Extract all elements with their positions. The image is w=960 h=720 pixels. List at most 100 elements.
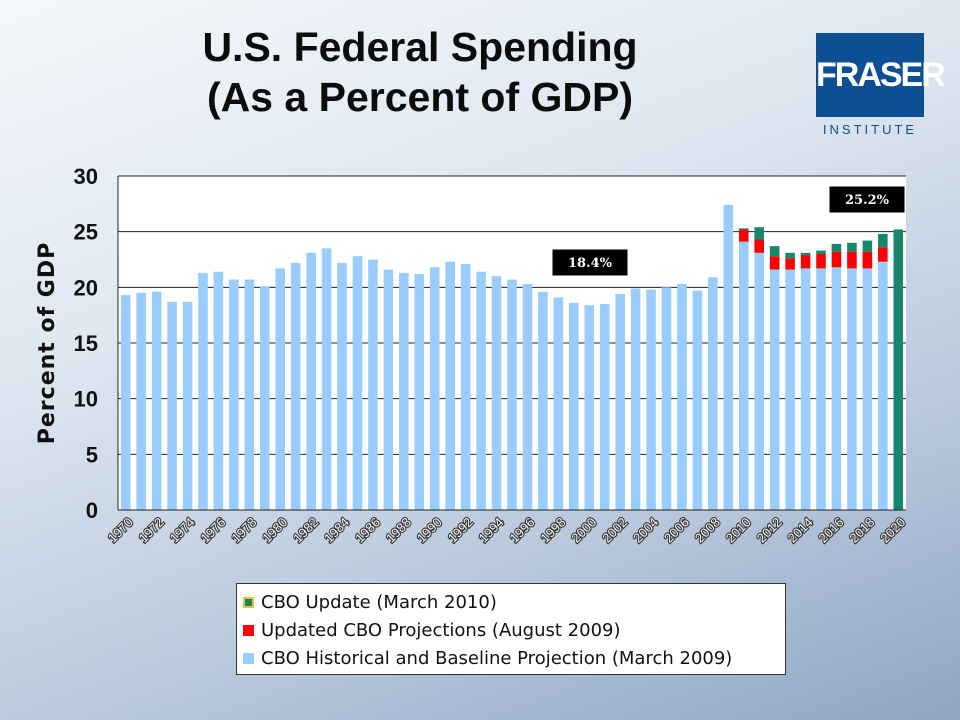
x-tick-label: 2000 <box>568 515 599 546</box>
bar <box>831 251 842 268</box>
bar <box>337 262 347 510</box>
bar <box>383 269 394 510</box>
legend-swatch <box>243 652 254 664</box>
bar <box>847 268 857 510</box>
bar <box>244 279 255 510</box>
bar <box>213 271 224 510</box>
bar <box>754 252 765 510</box>
bar <box>677 283 687 510</box>
legend-label: CBO Historical and Baseline Projection (… <box>261 647 733 669</box>
bar <box>785 269 795 510</box>
x-tick-label: 2020 <box>877 515 908 546</box>
bar <box>831 267 842 510</box>
legend-swatch <box>243 624 254 636</box>
x-tick-label: 1976 <box>197 515 228 546</box>
x-tick-label: 1984 <box>321 515 352 546</box>
bar <box>816 268 826 510</box>
bar <box>723 204 734 511</box>
bar <box>414 273 425 510</box>
bar <box>275 268 286 510</box>
bar <box>800 252 811 256</box>
bar <box>584 305 595 510</box>
bar <box>862 240 873 252</box>
bar <box>708 277 718 510</box>
bar <box>800 268 811 510</box>
bar <box>800 255 811 269</box>
x-tick-label: 1986 <box>352 515 383 546</box>
title-line-1: U.S. Federal Spending <box>202 24 638 70</box>
annotation-label: 25.2% <box>845 193 890 208</box>
bar <box>630 288 641 510</box>
bar <box>399 272 409 510</box>
y-tick-label: 30 <box>74 164 98 189</box>
x-tick-label: 2010 <box>723 515 754 546</box>
x-tick-label: 1994 <box>476 515 507 546</box>
y-axis-label: Percent of GDP <box>35 242 60 444</box>
x-tick-label: 1974 <box>167 515 198 546</box>
bar <box>182 301 193 510</box>
bar <box>862 268 873 510</box>
bar <box>878 233 888 248</box>
x-tick-label: 2016 <box>816 515 847 546</box>
x-tick-label: 1988 <box>383 515 414 546</box>
bar <box>862 251 873 269</box>
x-tick-label: 1990 <box>414 515 445 546</box>
bar <box>785 252 795 259</box>
bar <box>491 276 502 510</box>
bar <box>754 239 765 253</box>
bar <box>847 251 857 269</box>
bar <box>259 286 270 510</box>
annotation-box <box>551 248 629 277</box>
bar <box>816 253 826 269</box>
chart-legend: CBO Update (March 2010) Updated CBO Proj… <box>236 583 786 675</box>
x-tick-label: 1978 <box>228 515 259 546</box>
x-tick-label: 1970 <box>105 515 136 546</box>
bar <box>290 262 301 510</box>
bar <box>754 227 765 240</box>
x-tick-label: 1982 <box>290 515 321 546</box>
bar-series <box>120 204 904 511</box>
bar <box>769 256 780 270</box>
x-tick-label: 2014 <box>785 515 816 546</box>
bar <box>368 259 378 510</box>
bar <box>847 242 857 252</box>
bar <box>692 290 703 510</box>
bar <box>476 271 486 510</box>
bar <box>769 269 780 510</box>
bar <box>893 229 904 510</box>
legend-item-updated-projections: Updated CBO Projections (August 2009) <box>243 616 779 644</box>
x-tick-label: 2012 <box>754 515 785 546</box>
bar <box>661 287 672 510</box>
bar <box>615 294 625 510</box>
x-tick-label: 2018 <box>846 515 877 546</box>
y-tick-labels: 0 5 10 15 20 25 30 <box>74 164 98 523</box>
bar <box>522 283 533 510</box>
x-tick-label: 1996 <box>507 515 538 546</box>
bar <box>352 256 363 510</box>
bar <box>816 250 826 254</box>
bar <box>229 279 239 510</box>
y-tick-label: 0 <box>86 498 98 523</box>
annotation-label: 18.4% <box>568 256 613 271</box>
bar <box>831 243 842 252</box>
bar <box>306 252 316 510</box>
legend-item-cbo-update: CBO Update (March 2010) <box>243 588 779 616</box>
bar <box>769 246 780 257</box>
bar <box>120 295 131 510</box>
slide-title: U.S. Federal Spending (As a Percent of G… <box>140 22 700 122</box>
bar <box>646 289 656 510</box>
x-tick-labels: 1970 1972 1974 1976 1978 1980 1982 1984 1986 1988… <box>104 513 910 546</box>
x-tick-label: 2008 <box>692 515 723 546</box>
y-tick-label: 10 <box>74 387 98 412</box>
bar <box>569 302 579 510</box>
bar <box>151 291 162 510</box>
legend-label: Updated CBO Projections (August 2009) <box>261 619 621 641</box>
bar <box>738 228 749 230</box>
bar <box>429 267 440 510</box>
bar <box>878 247 888 262</box>
x-tick-label: 1972 <box>136 515 167 546</box>
x-tick-label: 1980 <box>259 515 290 546</box>
bar <box>507 279 517 510</box>
annotations: 18.4% 25.2% <box>551 185 906 277</box>
